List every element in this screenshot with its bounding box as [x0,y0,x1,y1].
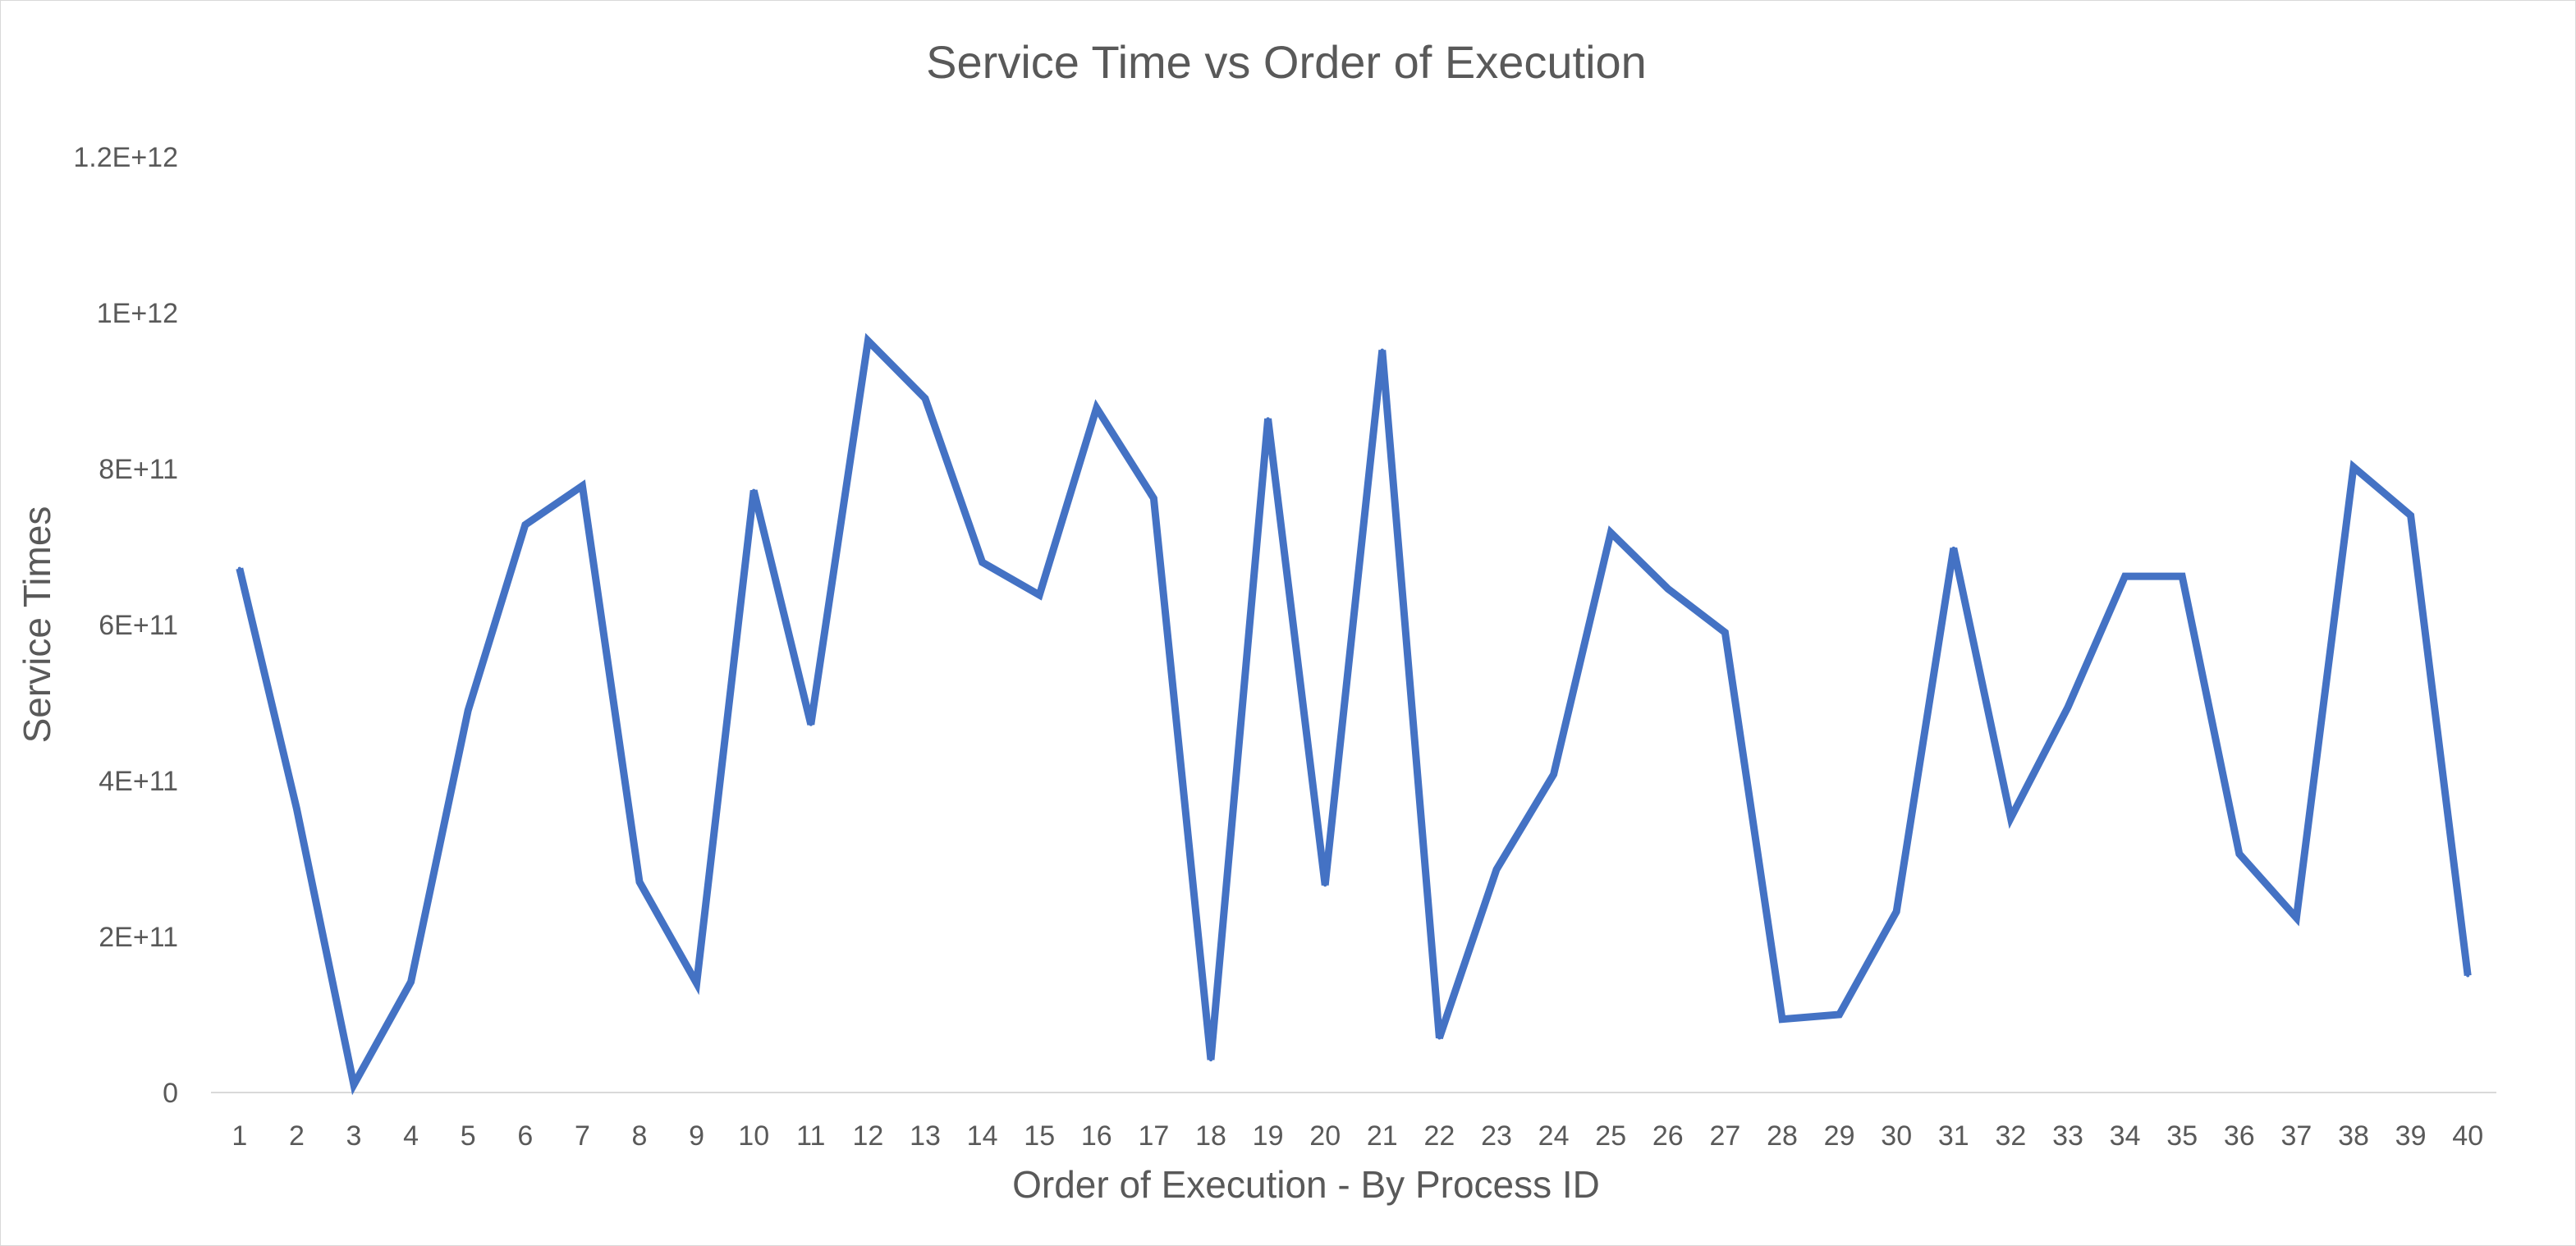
x-tick-label: 29 [1824,1120,1855,1152]
data-point [237,566,241,570]
x-tick-label: 33 [2052,1120,2083,1152]
x-tick-label: 11 [796,1120,825,1152]
data-point [523,523,527,527]
data-point [295,807,299,811]
x-tick-label: 39 [2395,1120,2427,1152]
y-axis-title: Service Times [16,506,58,744]
x-tick-label: 25 [1595,1120,1626,1152]
x-tick-label: 35 [2166,1120,2198,1152]
data-point [1609,530,1613,534]
data-point [1951,546,1955,550]
x-tick-label: 31 [1938,1120,1969,1152]
data-point [2409,514,2413,517]
data-point [2352,465,2355,470]
y-tick-label: 1.2E+12 [73,142,178,173]
data-point [2237,852,2241,856]
data-point [2180,575,2184,579]
data-point [1781,1017,1784,1021]
data-point [752,488,756,492]
x-tick-label: 17 [1138,1120,1169,1152]
x-axis-title: Order of Execution - By Process ID [1012,1163,1600,1206]
data-point [694,982,699,985]
data-point [1323,883,1327,887]
data-point [1038,593,1042,597]
data-point [2066,705,2070,709]
series-line [236,332,2472,1096]
data-point [1552,772,1556,776]
x-tick-label: 26 [1652,1120,1684,1152]
x-tick-label: 24 [1538,1120,1570,1152]
x-tick-label: 9 [689,1120,704,1152]
x-tick-label: 36 [2224,1120,2255,1152]
x-tick-label: 18 [1195,1120,1226,1152]
data-point [866,339,870,343]
x-tick-label: 30 [1881,1120,1912,1152]
x-tick-label: 13 [910,1120,941,1152]
data-point [580,483,584,488]
x-tick-label: 14 [967,1120,998,1152]
x-tick-label: 12 [852,1120,883,1152]
data-point [352,1083,355,1087]
x-tick-label: 5 [461,1120,476,1152]
x-tick-label: 32 [1995,1120,2026,1152]
x-tick-label: 10 [738,1120,769,1152]
data-point [2294,916,2299,920]
x-tick-label: 20 [1309,1120,1341,1152]
data-point [2123,575,2127,579]
data-point [2466,973,2470,978]
data-point [1666,587,1670,591]
x-tick-label: 22 [1423,1120,1455,1152]
x-tick-label: 16 [1081,1120,1112,1152]
y-tick-label: 1E+12 [97,298,178,329]
x-tick-label: 8 [632,1120,648,1152]
y-axis-ticks: 0 2E+11 4E+11 6E+11 8E+11 1E+12 1.2E+12 [73,142,178,1109]
data-point [1380,348,1384,352]
data-point [980,561,984,564]
data-point [924,396,927,401]
data-point [1895,909,1899,914]
x-tick-label: 40 [2452,1120,2483,1152]
y-tick-label: 4E+11 [99,766,178,797]
x-tick-label: 3 [346,1120,362,1152]
x-tick-label: 23 [1481,1120,1512,1152]
data-point [809,722,813,726]
x-tick-label: 2 [289,1120,305,1152]
x-tick-label: 19 [1253,1120,1284,1152]
data-point [1495,868,1498,872]
x-tick-label: 21 [1367,1120,1398,1152]
x-tick-label: 1 [231,1120,247,1152]
x-tick-label: 7 [575,1120,590,1152]
x-tick-label: 28 [1767,1120,1798,1152]
data-point [1437,1036,1442,1040]
x-tick-label: 4 [403,1120,419,1152]
y-tick-label: 8E+11 [99,454,178,485]
x-tick-label: 38 [2338,1120,2369,1152]
x-tick-label: 15 [1024,1120,1055,1152]
y-tick-label: 0 [163,1078,178,1109]
x-tick-label: 37 [2280,1120,2312,1152]
x-tick-label: 27 [1709,1120,1740,1152]
data-point [1723,630,1727,634]
data-point [1266,417,1270,421]
data-point [466,708,470,712]
data-point [638,880,641,884]
data-point [1094,405,1098,410]
chart-title: Service Time vs Order of Execution [926,36,1647,88]
y-tick-label: 6E+11 [99,610,178,641]
y-tick-label: 2E+11 [99,922,178,953]
data-point [2009,816,2013,820]
x-tick-label: 34 [2110,1120,2141,1152]
data-point [1152,497,1156,501]
data-point [1837,1013,1841,1016]
x-axis-ticks: 1 2 3 4 5 6 7 8 9 10 11 12 13 14 15 16 17 18 19 20 21 22 23 24 2… [231,1120,2483,1152]
data-point [409,980,413,984]
data-point [1209,1058,1212,1062]
x-tick-label: 6 [517,1120,533,1152]
series-layer [236,332,2472,1096]
